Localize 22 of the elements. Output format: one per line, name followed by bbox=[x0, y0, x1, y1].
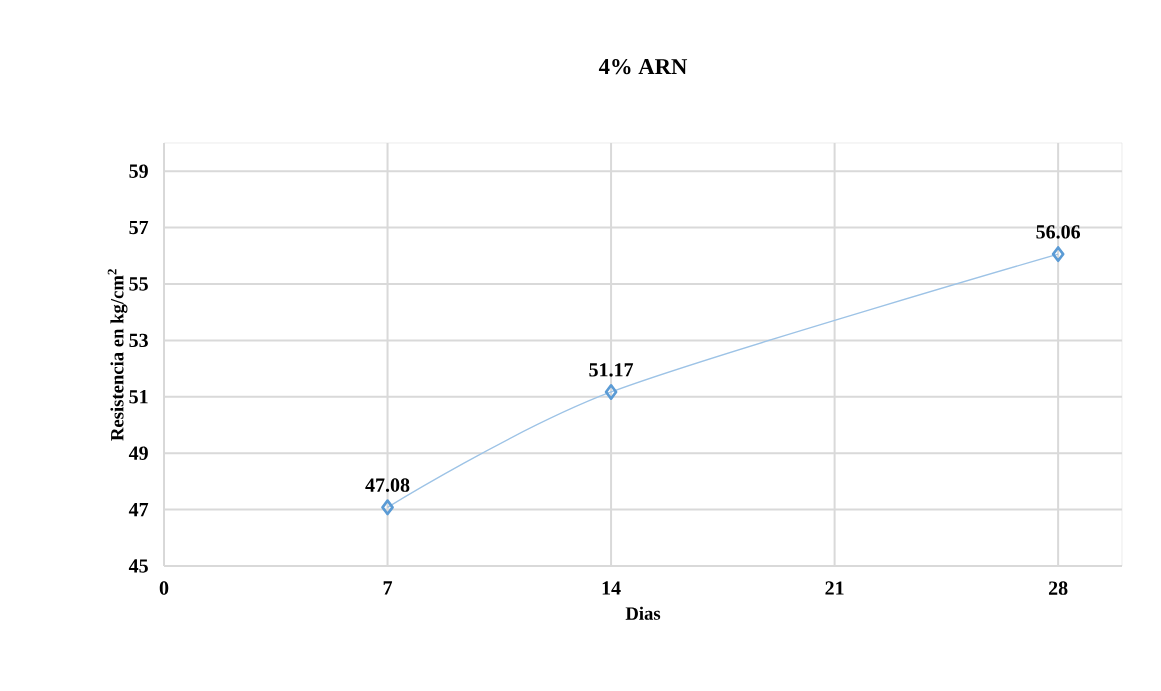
x-tick-label: 0 bbox=[159, 581, 169, 595]
data-label: 51.17 bbox=[589, 363, 634, 377]
y-tick-label: 51 bbox=[129, 390, 148, 404]
chart-title: 4% ARN bbox=[598, 58, 688, 75]
point bbox=[1051, 246, 1065, 263]
x-tick-label: 14 bbox=[602, 581, 621, 595]
y-tick-label: 59 bbox=[129, 164, 148, 178]
y-tick-label: 53 bbox=[129, 333, 148, 348]
data-label: 47.08 bbox=[365, 478, 410, 492]
x-tick-label: 7 bbox=[383, 581, 393, 595]
x-tick-label: 21 bbox=[825, 581, 844, 595]
point bbox=[604, 383, 618, 400]
x-axis-title: Dias bbox=[625, 606, 661, 620]
point bbox=[381, 499, 394, 516]
x-tick-label: 28 bbox=[1048, 581, 1068, 595]
y-tick-label: 45 bbox=[128, 559, 148, 573]
y-tick-label: 49 bbox=[128, 446, 148, 460]
data-label: 56.06 bbox=[1036, 225, 1081, 239]
y-tick-label: 47 bbox=[128, 503, 149, 517]
y-axis-title: Resistencia en kg/cm$^{2}$ bbox=[107, 269, 128, 441]
y-tick-label: 55 bbox=[129, 277, 148, 291]
y-tick-label: 57 bbox=[129, 220, 149, 235]
